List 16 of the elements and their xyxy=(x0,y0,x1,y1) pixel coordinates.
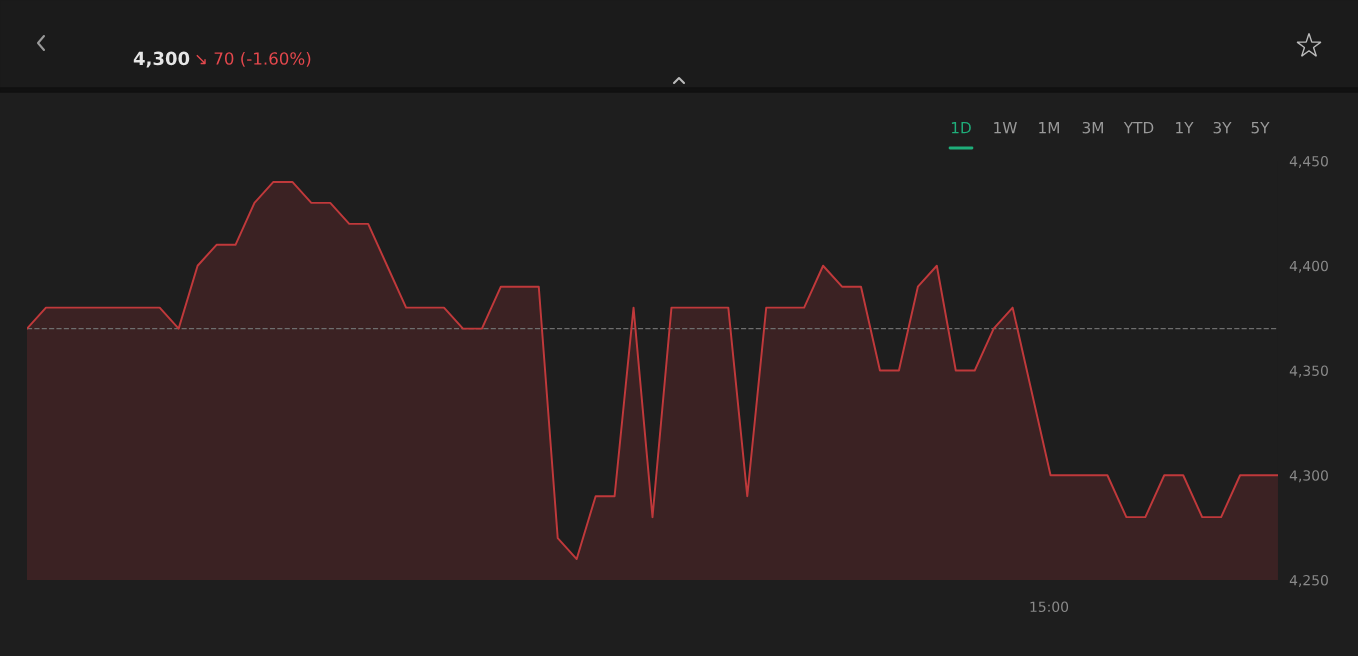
text: 15:00 xyxy=(1030,601,1069,613)
text: 1D xyxy=(951,122,971,134)
y-tick-label: 4,350 xyxy=(1289,365,1328,378)
text: 1W xyxy=(994,122,1017,134)
text: 3M xyxy=(1082,121,1103,134)
y-tick-label: 4,300 xyxy=(1289,470,1328,483)
text: ↘ 70 (-1.60%) xyxy=(196,51,311,67)
text: 4,300 xyxy=(133,51,190,68)
text: 1Y xyxy=(1176,122,1194,134)
y-tick-label: 4,450 xyxy=(1289,155,1328,168)
y-tick-label: 4,400 xyxy=(1289,260,1328,273)
y-tick-label: 4,250 xyxy=(1289,574,1328,587)
text: 3Y xyxy=(1213,121,1232,134)
text: YTD xyxy=(1123,122,1154,134)
text: 1M xyxy=(1039,122,1059,134)
text: 5Y xyxy=(1251,122,1270,134)
